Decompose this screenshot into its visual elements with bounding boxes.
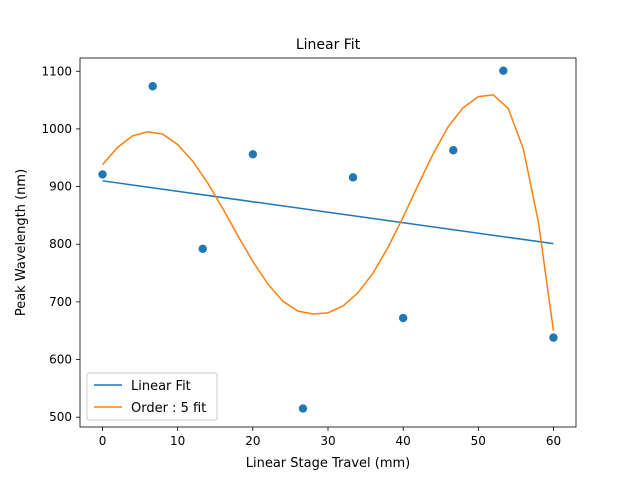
data-point xyxy=(398,313,408,323)
x-axis: 0 10 20 30 40 50 60 xyxy=(99,427,561,448)
y-axis: 500 600 700 800 900 1000 1100 xyxy=(41,64,80,424)
x-tick-label: 60 xyxy=(546,434,561,448)
legend: Linear Fit Order : 5 fit xyxy=(86,372,218,421)
x-tick-label: 30 xyxy=(320,434,335,448)
y-axis-label: Peak Wavelength (nm) xyxy=(14,169,29,316)
x-tick-label: 20 xyxy=(245,434,260,448)
legend-label-order-5-fit: Order : 5 fit xyxy=(131,401,206,416)
data-point xyxy=(499,66,508,75)
series-line-linear-fit xyxy=(102,180,554,245)
data-point xyxy=(348,173,358,182)
data-point xyxy=(549,333,558,342)
data-point xyxy=(248,150,258,159)
series-layer xyxy=(101,94,555,331)
series-line-order-5-fit xyxy=(101,94,555,331)
y-tick-label: 500 xyxy=(49,410,72,424)
y-tick-label: 600 xyxy=(49,353,72,367)
y-tick-label: 800 xyxy=(49,237,72,251)
x-tick-label: 0 xyxy=(99,434,107,448)
y-tick-label: 1000 xyxy=(41,122,72,136)
data-point xyxy=(298,404,308,413)
scatter-points xyxy=(98,66,558,413)
chart-title: Linear Fit xyxy=(296,37,361,53)
data-point xyxy=(98,170,107,179)
x-axis-label: Linear Stage Travel (mm) xyxy=(246,456,410,471)
x-tick-label: 40 xyxy=(396,434,411,448)
plot-area xyxy=(79,57,577,428)
x-tick-label: 50 xyxy=(471,434,486,448)
x-tick-label: 10 xyxy=(170,434,185,448)
data-point xyxy=(198,244,207,254)
y-tick-label: 900 xyxy=(49,180,72,194)
data-point xyxy=(148,82,157,91)
legend-label-linear-fit: Linear Fit xyxy=(131,379,191,394)
y-tick-label: 1100 xyxy=(41,64,72,78)
y-tick-label: 700 xyxy=(49,295,72,309)
data-point xyxy=(449,146,458,155)
